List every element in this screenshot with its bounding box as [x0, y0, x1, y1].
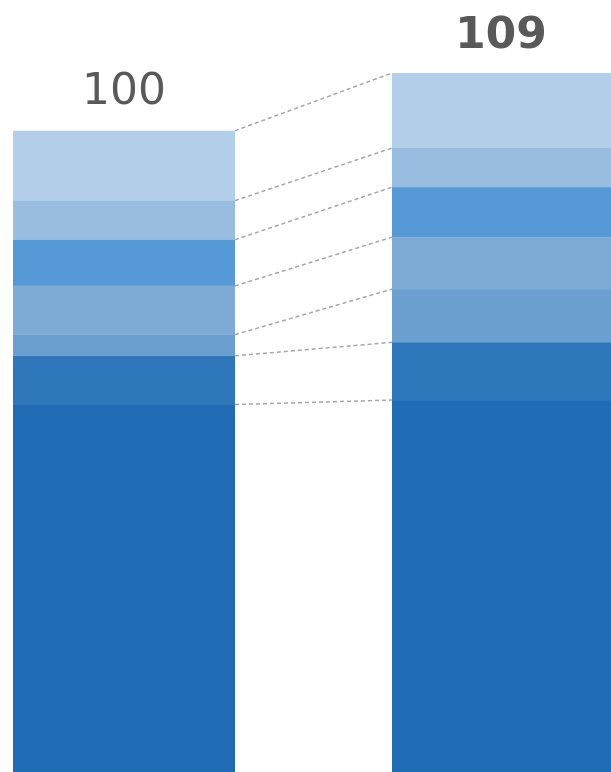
bar-segment [13, 285, 235, 335]
connector-line [234, 147, 393, 202]
total-label: 109 [455, 8, 547, 59]
bar-segment [13, 355, 235, 405]
connector-line [234, 72, 393, 132]
connector-line [234, 186, 393, 241]
bar-segment [392, 237, 611, 290]
connector-line [234, 399, 393, 406]
connector-line [234, 236, 393, 287]
bar-segment [392, 148, 611, 188]
total-label: 100 [82, 64, 166, 115]
bar-segment [13, 334, 235, 356]
connector-line [234, 341, 393, 357]
bar-segment [392, 289, 611, 343]
bar-segment [13, 239, 235, 286]
bar-segment [392, 400, 611, 772]
bar-segment [13, 130, 235, 201]
bar-segment [392, 73, 611, 149]
bar-segment [13, 200, 235, 240]
connector-line [234, 288, 393, 336]
bar-segment [392, 342, 611, 401]
bar-segment [392, 187, 611, 238]
bar-segment [13, 404, 235, 772]
